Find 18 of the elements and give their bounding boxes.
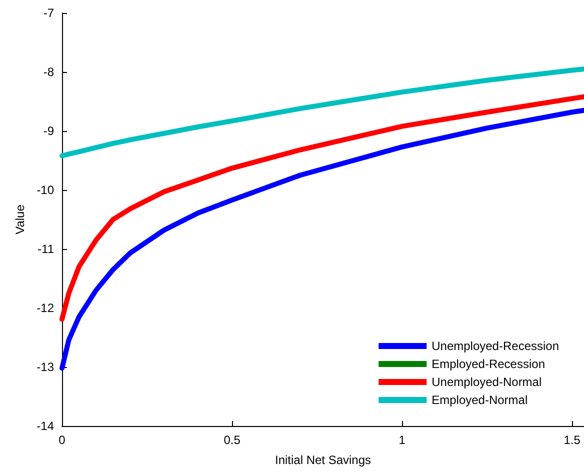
- y-tick-label: -8: [43, 65, 54, 79]
- y-tick-label: -9: [43, 124, 54, 138]
- x-tick-label: 0.5: [224, 433, 241, 447]
- y-tick-label: -11: [38, 242, 54, 256]
- legend-label: Employed-Normal: [432, 393, 528, 407]
- legend-label: Unemployed-Recession: [432, 339, 560, 353]
- y-tick-label: -14: [36, 419, 54, 433]
- legend-label: Employed-Recession: [432, 357, 545, 371]
- y-tick-label: -13: [36, 360, 54, 374]
- y-tick-label: -10: [36, 183, 54, 197]
- y-tick-label: -7: [43, 6, 54, 20]
- y-tick-label: -12: [36, 301, 54, 315]
- y-axis-title: Value: [12, 204, 27, 234]
- x-tick-label: 0: [58, 433, 66, 447]
- x-axis-title: Initial Net Savings: [274, 453, 372, 467]
- x-tick-label: 1.5: [564, 433, 581, 447]
- x-tick-label: 1: [398, 433, 406, 447]
- legend-label: Unemployed-Normal: [432, 375, 542, 389]
